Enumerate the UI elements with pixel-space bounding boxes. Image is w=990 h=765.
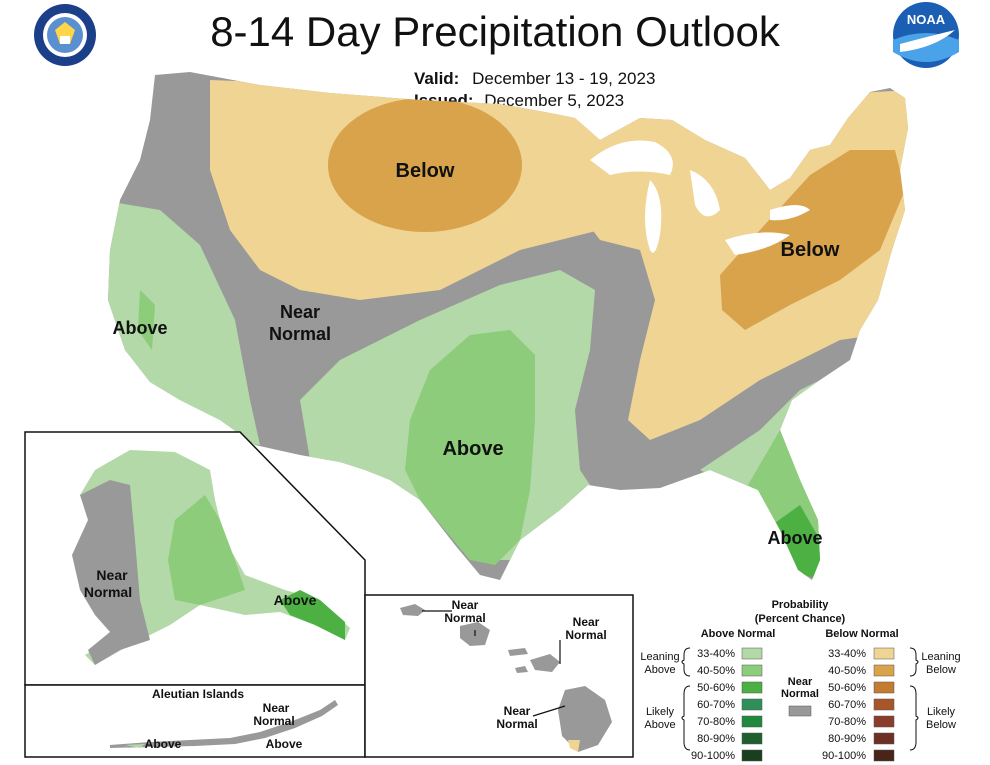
label-hawaii-near-b1: Near	[573, 615, 600, 629]
noaa-logo-text: NOAA	[907, 12, 946, 27]
legend-above-range-2: 50-60%	[697, 682, 735, 694]
legend-below-range-3: 60-70%	[828, 699, 866, 711]
legend-below-swatch-0	[873, 647, 895, 660]
legend-below-swatch-1	[873, 664, 895, 677]
legend-above-swatch-3	[741, 698, 763, 711]
legend-leaning-above-2: Above	[644, 664, 675, 676]
legend-leaning-below-2: Below	[926, 664, 956, 676]
legend-below-swatch-2	[873, 681, 895, 694]
label-alaska-near-line2: Normal	[84, 584, 132, 600]
legend-below-range-0: 33-40%	[828, 648, 866, 660]
label-west-above: Above	[112, 318, 167, 338]
legend-title-line2: (Percent Chance)	[755, 613, 846, 625]
legend-above-range-6: 90-100%	[691, 750, 735, 762]
legend-above-header: Above Normal	[701, 628, 776, 640]
legend-above-swatch-1	[741, 664, 763, 677]
label-alaska-above: Above	[274, 592, 317, 608]
legend-below-range-4: 70-80%	[828, 716, 866, 728]
valid-label: Valid:	[414, 69, 460, 88]
legend-likely-above-1: Likely	[646, 706, 675, 718]
legend-leaning-above-1: Leaning	[640, 651, 679, 663]
hawaii-inset: Near Normal Near Normal Near Normal	[364, 594, 634, 758]
legend-above-swatch-4	[741, 715, 763, 728]
label-hawaii-near-a1: Near	[452, 598, 479, 612]
legend-below-swatch-4	[873, 715, 895, 728]
legend-above-swatch-5	[741, 732, 763, 745]
legend-title-line1: Probability	[772, 599, 830, 611]
label-northeast-below: Below	[781, 239, 840, 261]
legend-near-swatch	[788, 705, 812, 717]
legend-below-range-6: 90-100%	[822, 750, 866, 762]
legend-above-range-1: 40-50%	[697, 665, 735, 677]
legend-near-2: Normal	[781, 688, 819, 700]
legend-above-swatch-6	[741, 749, 763, 762]
commerce-seal-icon	[34, 4, 96, 66]
legend-above-swatch-2	[741, 681, 763, 694]
legend: Probability (Percent Chance) Above Norma…	[640, 599, 960, 762]
label-hawaii-near-b2: Normal	[565, 628, 606, 642]
legend-below-swatch-6	[873, 749, 895, 762]
valid-dates: December 13 - 19, 2023	[472, 69, 656, 88]
valid-line: Valid: December 13 - 19, 2023	[414, 69, 655, 89]
noaa-logo-icon: NOAA	[893, 2, 959, 68]
label-alaska-near-line1: Near	[96, 567, 128, 583]
legend-near-1: Near	[788, 676, 813, 688]
label-aleutian-near-line2: Normal	[253, 714, 294, 728]
label-hawaii-near-c1: Near	[504, 704, 531, 718]
label-south-above: Above	[442, 438, 503, 460]
legend-below-range-1: 40-50%	[828, 665, 866, 677]
label-aleutian-near-line1: Near	[263, 701, 290, 715]
legend-above-range-4: 70-80%	[697, 716, 735, 728]
legend-above-swatch-0	[741, 647, 763, 660]
label-florida-above: Above	[767, 528, 822, 548]
aleutian-title: Aleutian Islands	[152, 687, 244, 701]
issued-date: December 5, 2023	[484, 91, 625, 110]
legend-below-header: Below Normal	[825, 628, 898, 640]
legend-above-range-3: 60-70%	[697, 699, 735, 711]
legend-below-swatch-3	[873, 698, 895, 711]
legend-below-swatch-5	[873, 732, 895, 745]
legend-likely-below-1: Likely	[927, 706, 956, 718]
legend-likely-below-2: Below	[926, 719, 956, 731]
label-hawaii-near-a2: Normal	[444, 611, 485, 625]
label-near-normal-line2: Normal	[269, 324, 331, 344]
label-aleutian-above-east: Above	[266, 737, 303, 751]
label-hawaii-near-c2: Normal	[496, 717, 537, 731]
legend-likely-above-2: Above	[644, 719, 675, 731]
legend-below-range-5: 80-90%	[828, 733, 866, 745]
aleutian-inset: Aleutian Islands Near Normal Above Above	[24, 684, 366, 758]
label-north-below: Below	[396, 160, 455, 182]
alaska-inset: Near Normal Above	[24, 431, 366, 686]
label-near-normal-line1: Near	[280, 302, 320, 322]
legend-below-range-2: 50-60%	[828, 682, 866, 694]
page-title: 8-14 Day Precipitation Outlook	[210, 8, 780, 55]
label-aleutian-above-west: Above	[145, 737, 182, 751]
legend-above-range-0: 33-40%	[697, 648, 735, 660]
legend-leaning-below-1: Leaning	[921, 651, 960, 663]
legend-above-range-5: 80-90%	[697, 733, 735, 745]
